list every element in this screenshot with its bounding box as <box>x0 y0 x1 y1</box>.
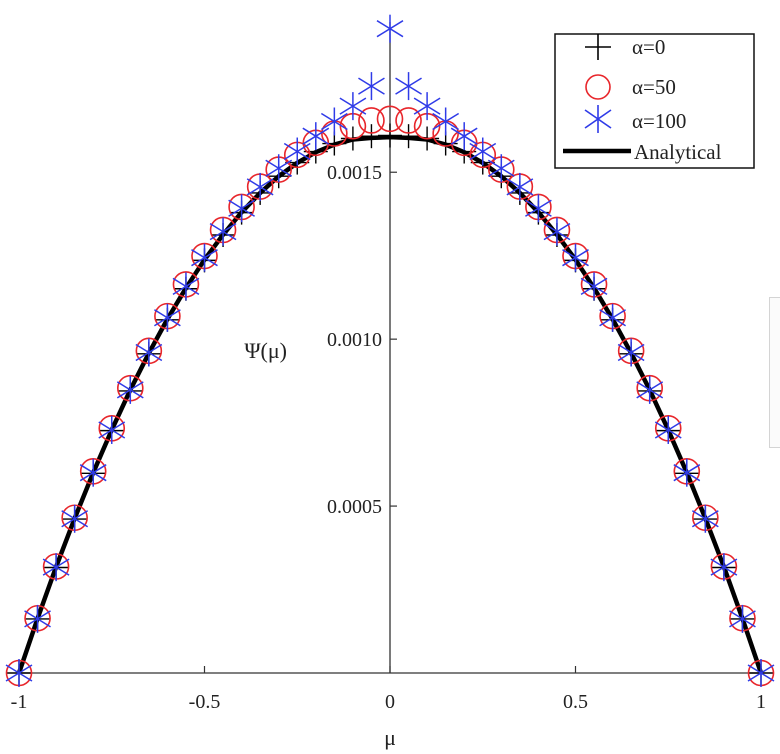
star-point <box>413 92 441 121</box>
star-point <box>580 272 608 301</box>
star-point <box>487 154 515 183</box>
legend-item-analytical: Analytical <box>563 140 722 164</box>
star-point <box>116 375 144 404</box>
circle-point <box>376 105 404 133</box>
star-point <box>599 303 626 332</box>
x-tick-label: 0 <box>385 691 395 713</box>
y-axis-label: Ψ(μ) <box>244 338 287 363</box>
y-ticks: 0.0005 0.0010 0.0015 <box>327 162 397 518</box>
side-panel-edge <box>769 297 780 448</box>
star-point <box>747 659 775 687</box>
star-point <box>339 92 367 121</box>
x-ticks: -1 -0.5 0 0.5 1 <box>11 666 766 713</box>
star-point <box>246 172 274 201</box>
series-layer <box>5 14 775 687</box>
star-point <box>710 553 738 582</box>
star-point <box>320 107 348 136</box>
legend-item-alpha50: α=50 <box>585 74 676 100</box>
x-tick-label: 0.5 <box>563 691 588 713</box>
star-point <box>191 243 218 272</box>
star-point <box>654 415 682 444</box>
star-point <box>172 272 200 301</box>
star-point <box>506 172 534 201</box>
y-tick-label: 0.0005 <box>327 496 382 518</box>
legend-label-alpha50: α=50 <box>632 75 676 99</box>
star-point <box>61 504 89 533</box>
star-point <box>79 458 107 487</box>
star-point <box>432 107 460 136</box>
legend-box <box>554 33 755 169</box>
legend: α=0 α=50 α=100 Analytical <box>554 33 755 169</box>
legend-marker-star <box>584 105 612 133</box>
legend-item-alpha0: α=0 <box>585 34 665 60</box>
star-point <box>395 72 422 101</box>
series-star-markers <box>5 14 775 687</box>
star-point <box>358 72 385 101</box>
circle-point <box>358 107 385 134</box>
star-point <box>562 243 589 272</box>
circle-point <box>395 107 422 134</box>
star-point <box>42 553 70 582</box>
star-point <box>228 194 255 223</box>
star-point <box>209 217 237 246</box>
y-tick-label: 0.0015 <box>327 162 382 184</box>
star-point <box>525 194 552 223</box>
star-point <box>283 137 311 166</box>
star-point <box>302 122 330 151</box>
star-point <box>135 338 163 367</box>
star-point <box>5 659 33 687</box>
star-point <box>636 375 664 404</box>
x-tick-label: -0.5 <box>189 691 221 713</box>
star-point <box>265 154 293 183</box>
plus-point <box>396 124 421 149</box>
star-point <box>24 604 51 633</box>
legend-marker-circle <box>585 74 611 100</box>
legend-marker-plus <box>585 34 611 60</box>
star-point <box>673 458 701 487</box>
star-point <box>154 303 181 332</box>
legend-label-alpha0: α=0 <box>632 35 665 59</box>
legend-label-alpha100: α=100 <box>632 109 686 133</box>
star-point <box>450 122 478 151</box>
legend-item-alpha100: α=100 <box>584 105 686 133</box>
x-tick-label: 1 <box>756 691 766 713</box>
star-point <box>469 137 497 166</box>
legend-label-analytical: Analytical <box>634 140 722 164</box>
star-point <box>376 14 404 43</box>
star-point <box>729 604 756 633</box>
star-point <box>617 338 645 367</box>
star-point <box>691 504 719 533</box>
star-point <box>98 415 126 444</box>
x-tick-label: -1 <box>11 691 28 713</box>
star-point <box>543 217 571 246</box>
y-tick-label: 0.0010 <box>327 329 382 351</box>
x-axis-label: μ <box>384 725 396 750</box>
